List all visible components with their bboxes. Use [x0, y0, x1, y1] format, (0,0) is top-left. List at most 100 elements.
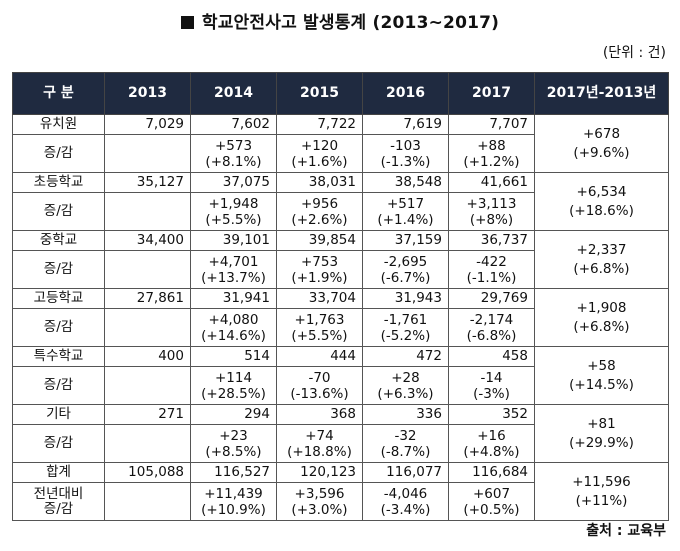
change-cell: +16 (+4.8%) — [448, 424, 535, 463]
change-amount: +956 — [300, 195, 339, 212]
change-percent: (+8.1%) — [205, 153, 262, 170]
row-label: 유치원 — [12, 114, 105, 135]
row-label: 중학교 — [12, 230, 105, 251]
value-cell: 7,029 — [104, 114, 191, 135]
change-cell: +1,948 (+5.5%) — [190, 192, 277, 231]
table-row: 증/감 +1,948 (+5.5%) +956 (+2.6%) +517 (+1.4%) +3… — [12, 192, 669, 231]
diff-amount: +6,534 — [576, 183, 627, 200]
diff-percent: (+18.6%) — [569, 202, 634, 219]
table-row: 증/감 +573 (+8.1%) +120 (+1.6%) -103 (-1.3%) +88(… — [12, 134, 669, 173]
empty-cell — [104, 192, 191, 231]
table-row: 기타 271 294 368 336 352 +81 (+29.9%) — [12, 404, 669, 463]
change-percent: (-6.7%) — [380, 269, 431, 286]
diff-cell: +6,534 (+18.6%) — [534, 172, 669, 231]
table-row: 전년대비 증/감 +11,439 (+10.9%) +3,596 (+3.0%) -4,04… — [12, 482, 669, 521]
change-label-line: 증/감 — [43, 145, 74, 161]
change-percent: (+18.8%) — [287, 443, 352, 460]
change-percent: (+1.4%) — [377, 211, 434, 228]
header-2015: 2015 — [276, 72, 363, 115]
change-percent: (-1.3%) — [380, 153, 431, 170]
change-amount: +607 — [472, 485, 511, 502]
diff-cell: +1,908 (+6.8%) — [534, 288, 669, 347]
change-label-line: 증/감 — [43, 500, 74, 517]
change-amount: -32 — [394, 427, 417, 444]
change-label: 증/감 — [12, 366, 105, 405]
change-amount: +120 — [300, 137, 339, 154]
change-label-line: 증/감 — [43, 319, 74, 335]
change-amount: +114 — [214, 369, 253, 386]
change-amount: +28 — [391, 369, 420, 386]
value-cell: 37,159 — [362, 230, 449, 251]
change-percent: (+5.5%) — [291, 327, 348, 344]
empty-cell — [104, 250, 191, 289]
value-cell: 368 — [276, 404, 363, 425]
empty-cell — [104, 424, 191, 463]
diff-percent: (+6.8%) — [573, 260, 630, 277]
row-label: 특수학교 — [12, 346, 105, 367]
change-amount: +4,080 — [208, 311, 259, 328]
header-2016: 2016 — [362, 72, 449, 115]
change-cell: +607 (+0.5%) — [448, 482, 535, 521]
change-percent: (-13.6%) — [290, 385, 349, 402]
value-cell: 27,861 — [104, 288, 191, 309]
change-cell: +4,701 (+13.7%) — [190, 250, 277, 289]
change-percent: (-5.2%) — [380, 327, 431, 344]
change-percent: (-8.7%) — [380, 443, 431, 460]
value-cell: 458 — [448, 346, 535, 367]
source-label: 출처 : 교육부 — [586, 523, 666, 539]
change-label: 증/감 — [12, 134, 105, 173]
change-amount: -1,761 — [383, 311, 428, 328]
change-amount: +23 — [219, 427, 248, 444]
stats-table: 구 분 2013 2014 2015 2016 2017 2017년-2013년… — [12, 72, 669, 521]
value-cell: 120,123 — [276, 462, 363, 483]
header-2014: 2014 — [190, 72, 277, 115]
title-text: 학교안전사고 발생통계 (2013~2017) — [201, 13, 500, 33]
change-cell: -2,174 (-6.8%) — [448, 308, 535, 347]
diff-percent: (+14.5%) — [569, 376, 634, 393]
change-cell: +88 (+1.2%) — [448, 134, 535, 173]
table-row: 중학교 34,400 39,101 39,854 37,159 36,737 +2,337 (… — [12, 230, 669, 289]
change-label-line: 증/감 — [43, 261, 74, 277]
change-cell: +23 (+8.5%) — [190, 424, 277, 463]
change-percent: (+6.3%) — [377, 385, 434, 402]
change-cell: +573 (+8.1%) — [190, 134, 277, 173]
value-cell: 37,075 — [190, 172, 277, 193]
black-square-icon — [180, 16, 194, 29]
diff-amount: +678 — [582, 125, 621, 142]
diff-cell: +81 (+29.9%) — [534, 404, 669, 463]
change-percent: (+8.5%) — [205, 443, 262, 460]
change-amount: -70 — [308, 369, 331, 386]
change-percent: (-1.1%) — [466, 269, 517, 286]
change-percent: (+28.5%) — [201, 385, 266, 402]
value-cell: 7,619 — [362, 114, 449, 135]
value-cell: 41,661 — [448, 172, 535, 193]
diff-percent: (+6.8%) — [573, 318, 630, 335]
change-cell: +956 (+2.6%) — [276, 192, 363, 231]
change-percent: (+10.9%) — [201, 501, 266, 518]
change-cell: +517 (+1.4%) — [362, 192, 449, 231]
value-cell: 514 — [190, 346, 277, 367]
unit-label: (단위 : 건) — [602, 45, 666, 61]
change-cell: -1,761 (-5.2%) — [362, 308, 449, 347]
change-percent: (-6.8%) — [466, 327, 517, 344]
change-cell: -32 (-8.7%) — [362, 424, 449, 463]
change-label-line: 전년대비 — [33, 485, 84, 502]
table-row: 초등학교 35,127 37,075 38,031 38,548 41,661 +6,534… — [12, 172, 669, 231]
value-cell: 36,737 — [448, 230, 535, 251]
value-cell: 352 — [448, 404, 535, 425]
value-cell: 105,088 — [104, 462, 191, 483]
diff-percent: (+9.6%) — [573, 144, 630, 161]
value-cell: 31,941 — [190, 288, 277, 309]
table-row: 고등학교 27,861 31,941 33,704 31,943 29,769 +1,908… — [12, 288, 669, 347]
change-percent: (+0.5%) — [463, 501, 520, 518]
table-row: 합계 105,088 116,527 120,123 116,077 116,684 +11… — [12, 462, 669, 521]
diff-amount: +11,596 — [572, 473, 631, 490]
change-amount: +11,439 — [204, 485, 263, 502]
value-cell: 33,704 — [276, 288, 363, 309]
value-cell: 38,031 — [276, 172, 363, 193]
row-label: 기타 — [12, 404, 105, 425]
change-amount: +3,596 — [294, 485, 345, 502]
change-cell: +74 (+18.8%) — [276, 424, 363, 463]
change-cell: -14 (-3%) — [448, 366, 535, 405]
value-cell: 29,769 — [448, 288, 535, 309]
